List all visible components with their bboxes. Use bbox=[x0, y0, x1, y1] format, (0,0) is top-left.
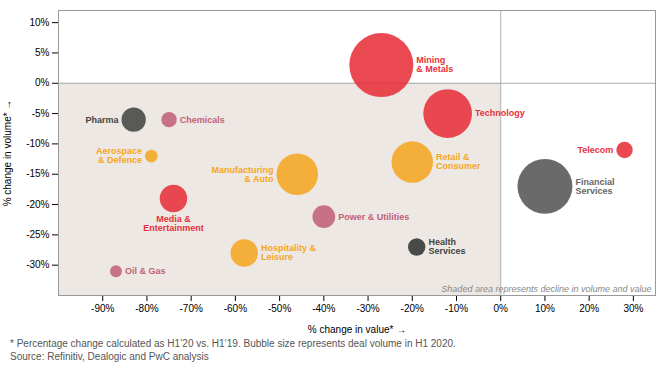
svg-text:Chemicals: Chemicals bbox=[180, 115, 225, 125]
svg-text:-25%: -25% bbox=[26, 229, 49, 240]
svg-text:30%: 30% bbox=[623, 303, 643, 314]
svg-text:20%: 20% bbox=[579, 303, 599, 314]
svg-text:-90%: -90% bbox=[91, 303, 114, 314]
svg-text:-60%: -60% bbox=[224, 303, 247, 314]
svg-text:Aerospace& Defence: Aerospace& Defence bbox=[96, 146, 142, 165]
svg-text:Manufacturing& Auto: Manufacturing& Auto bbox=[212, 165, 274, 184]
svg-text:10%: 10% bbox=[535, 303, 555, 314]
svg-text:0%: 0% bbox=[35, 77, 50, 88]
svg-text:-20%: -20% bbox=[26, 199, 49, 210]
svg-text:Retail &Consumer: Retail &Consumer bbox=[436, 152, 481, 171]
svg-text:Media &Entertainment: Media &Entertainment bbox=[143, 214, 204, 233]
svg-text:Hospitality &Leisure: Hospitality &Leisure bbox=[261, 243, 317, 262]
svg-text:-10%: -10% bbox=[26, 138, 49, 149]
svg-text:Telecom: Telecom bbox=[577, 145, 613, 155]
svg-text:-30%: -30% bbox=[356, 303, 379, 314]
svg-text:Oil & Gas: Oil & Gas bbox=[125, 266, 166, 276]
svg-text:% change in value* →: % change in value* → bbox=[308, 324, 406, 335]
svg-text:-80%: -80% bbox=[135, 303, 158, 314]
svg-text:-40%: -40% bbox=[312, 303, 335, 314]
html-text:Source: Refinitiv, Dealogic an: Source: Refinitiv, Dealogic and PwC anal… bbox=[10, 351, 209, 362]
svg-text:10%: 10% bbox=[29, 17, 49, 28]
svg-text:-10%: -10% bbox=[445, 303, 468, 314]
svg-text:Pharma: Pharma bbox=[85, 115, 119, 125]
svg-text:5%: 5% bbox=[35, 47, 50, 58]
svg-text:-50%: -50% bbox=[268, 303, 291, 314]
svg-text:Shaded area represents decline: Shaded area represents decline in volume… bbox=[441, 284, 651, 294]
svg-text:Power & Utilities: Power & Utilities bbox=[338, 212, 409, 222]
svg-text:-20%: -20% bbox=[401, 303, 424, 314]
svg-text:FinancialServices: FinancialServices bbox=[575, 177, 614, 196]
svg-text:-70%: -70% bbox=[179, 303, 202, 314]
svg-text:0%: 0% bbox=[493, 303, 508, 314]
svg-text:% change in volume* →: % change in volume* → bbox=[2, 100, 13, 207]
html-text:* Percentage change calculated: * Percentage change calculated as H1’20 … bbox=[10, 338, 456, 349]
svg-text:Mining& Metals: Mining& Metals bbox=[416, 55, 453, 74]
svg-text:-15%: -15% bbox=[26, 168, 49, 179]
svg-text:-30%: -30% bbox=[26, 259, 49, 270]
svg-text:Technology: Technology bbox=[475, 108, 525, 118]
svg-text:-5%: -5% bbox=[32, 108, 50, 119]
svg-text:HealthServices: HealthServices bbox=[428, 237, 465, 256]
